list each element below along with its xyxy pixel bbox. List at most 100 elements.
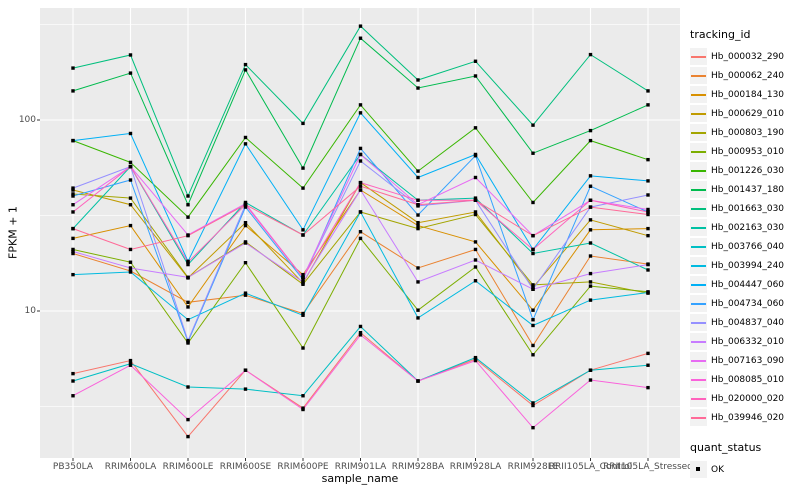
y-tick-label: 100 xyxy=(18,115,36,125)
data-point xyxy=(71,272,75,277)
legend-key-line-icon xyxy=(690,200,707,217)
data-point xyxy=(588,280,593,284)
legend-key-line-icon xyxy=(690,371,707,388)
data-point xyxy=(358,152,363,157)
data-point xyxy=(588,228,593,232)
x-tick-label: RRII105LA_Stressed xyxy=(603,462,693,472)
data-point xyxy=(128,270,133,274)
data-point xyxy=(646,385,650,390)
data-point xyxy=(301,394,305,398)
data-point xyxy=(531,318,535,322)
data-point xyxy=(358,230,363,234)
legend-key-line-icon xyxy=(690,105,707,122)
data-point xyxy=(531,233,535,238)
legend-entry-Hb_001663_030: Hb_001663_030 xyxy=(690,199,798,218)
legend-key-line-icon xyxy=(690,257,707,274)
data-point xyxy=(531,200,535,205)
data-point xyxy=(301,407,305,412)
data-point xyxy=(358,111,363,115)
legend-entry-Hb_006332_010: Hb_006332_010 xyxy=(690,332,798,351)
data-point xyxy=(186,417,190,422)
data-point xyxy=(301,311,305,316)
data-point xyxy=(531,425,535,430)
data-point xyxy=(128,358,133,363)
legend-entry-Hb_003766_040: Hb_003766_040 xyxy=(690,237,798,256)
legend-entry-Hb_007163_090: Hb_007163_090 xyxy=(690,351,798,370)
data-point xyxy=(186,305,190,309)
data-point xyxy=(588,198,593,202)
data-point xyxy=(358,210,363,214)
legend-entry-label: Hb_000629_010 xyxy=(711,108,785,119)
data-point xyxy=(473,59,478,63)
data-point xyxy=(588,52,593,57)
legend-key-line-icon xyxy=(690,143,707,160)
data-point xyxy=(473,240,478,244)
data-point xyxy=(128,160,133,165)
legend-entry-Hb_003994_240: Hb_003994_240 xyxy=(690,256,798,275)
legend-entry-label: OK xyxy=(711,464,724,475)
data-point xyxy=(473,210,478,214)
legend-entry-label: Hb_004837_040 xyxy=(711,317,785,328)
data-point xyxy=(186,233,190,238)
data-point xyxy=(243,68,248,72)
data-point xyxy=(301,277,305,282)
data-point xyxy=(243,293,248,297)
data-point xyxy=(473,265,478,269)
data-point xyxy=(243,220,248,225)
x-tick-label: RRIM600SE xyxy=(219,462,272,472)
legend-key-square-point-icon xyxy=(690,461,707,478)
data-point xyxy=(186,194,190,198)
data-point xyxy=(416,308,420,312)
x-tick-label: RRIM600PE xyxy=(277,462,329,472)
data-point xyxy=(416,226,420,231)
data-point xyxy=(531,123,535,127)
data-point xyxy=(71,226,75,231)
data-point xyxy=(186,275,190,280)
data-point xyxy=(473,258,478,262)
data-point xyxy=(473,198,478,202)
data-point xyxy=(243,223,248,228)
data-point xyxy=(301,282,305,286)
data-point xyxy=(186,318,190,322)
data-point xyxy=(531,287,535,291)
data-point xyxy=(243,62,248,67)
data-point xyxy=(531,323,535,328)
x-tick-label: RRIM928LA xyxy=(449,462,502,472)
data-point xyxy=(358,333,363,337)
data-point xyxy=(301,346,305,350)
data-point xyxy=(128,178,133,182)
legend-key-line-icon xyxy=(690,181,707,198)
legend-entry-label: Hb_000062_240 xyxy=(711,70,785,81)
data-point xyxy=(416,169,420,173)
data-point xyxy=(186,338,190,343)
legend-entry-Hb_002163_030: Hb_002163_030 xyxy=(690,218,798,237)
legend-key-line-icon xyxy=(690,219,707,236)
data-point xyxy=(416,316,420,320)
legend-entry-Hb_004837_040: Hb_004837_040 xyxy=(690,313,798,332)
legend-key-line-icon xyxy=(690,276,707,293)
legend-entry-Hb_004734_060: Hb_004734_060 xyxy=(690,294,798,313)
data-point xyxy=(71,394,75,398)
data-point xyxy=(531,285,535,290)
data-point xyxy=(531,343,535,348)
data-point xyxy=(243,387,248,391)
legend-entry-Hb_004447_060: Hb_004447_060 xyxy=(690,275,798,294)
shape-legend-entries: OK xyxy=(690,460,798,479)
data-point xyxy=(243,241,248,245)
data-point xyxy=(71,249,75,254)
legend-entry-label: Hb_039946_020 xyxy=(711,412,785,423)
legend-entry-label: Hb_001663_030 xyxy=(711,203,785,214)
x-tick-label: RRII105LA_Control xyxy=(548,462,633,472)
data-point xyxy=(128,131,133,136)
data-point xyxy=(473,212,478,217)
data-point xyxy=(416,203,420,207)
data-point xyxy=(301,280,305,284)
data-point xyxy=(646,351,650,356)
data-point xyxy=(646,233,650,238)
data-point xyxy=(531,403,535,408)
data-point xyxy=(186,385,190,389)
legend-entry-label: Hb_000953_010 xyxy=(711,146,785,157)
legend-key-line-icon xyxy=(690,67,707,84)
legend-key-line-icon xyxy=(690,390,707,407)
